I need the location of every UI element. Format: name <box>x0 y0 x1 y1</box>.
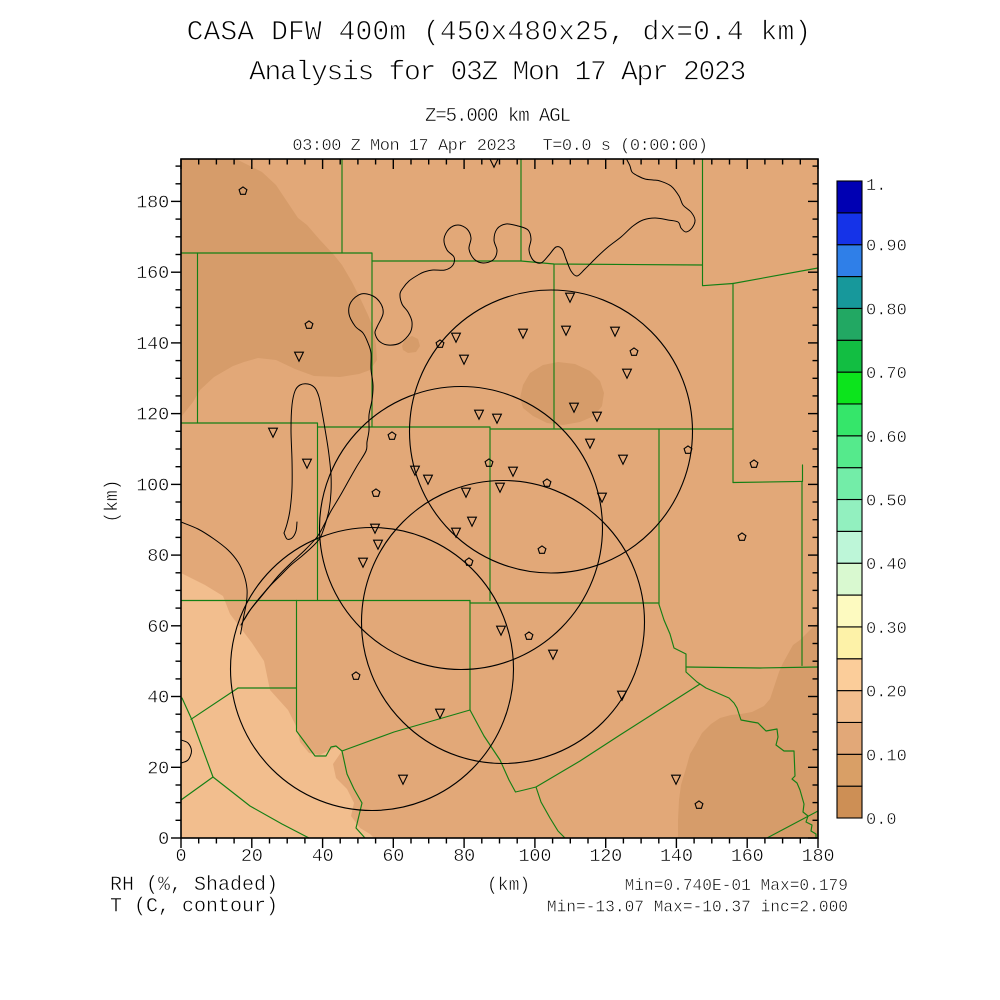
svg-text:1.: 1. <box>866 177 886 196</box>
svg-text:T=0.0 s (0:00:00): T=0.0 s (0:00:00) <box>543 137 708 156</box>
svg-text:180: 180 <box>136 192 169 213</box>
svg-text:0.10: 0.10 <box>866 747 907 766</box>
svg-text:140: 140 <box>136 334 169 355</box>
svg-text:Min=0.740E-01 Max=0.179: Min=0.740E-01 Max=0.179 <box>625 877 848 895</box>
svg-text:40: 40 <box>147 688 169 709</box>
svg-text:Z=5.000 km AGL: Z=5.000 km AGL <box>425 105 571 127</box>
svg-text:Analysis for 03Z Mon 17 Apr 20: Analysis for 03Z Mon 17 Apr 2023 <box>249 58 746 89</box>
svg-text:(km): (km) <box>487 876 530 896</box>
svg-text:120: 120 <box>589 846 622 867</box>
svg-text:60: 60 <box>147 617 169 638</box>
svg-text:03:00 Z Mon 17 Apr 2023: 03:00 Z Mon 17 Apr 2023 <box>292 137 515 156</box>
svg-text:RH (%, Shaded): RH (%, Shaded) <box>110 874 278 897</box>
svg-text:(km): (km) <box>103 479 123 522</box>
svg-text:40: 40 <box>312 846 334 867</box>
svg-text:60: 60 <box>382 846 404 867</box>
svg-text:120: 120 <box>136 405 169 426</box>
svg-text:0.30: 0.30 <box>866 620 907 639</box>
svg-text:0: 0 <box>176 846 187 867</box>
svg-text:80: 80 <box>453 846 475 867</box>
svg-text:140: 140 <box>660 846 693 867</box>
svg-text:20: 20 <box>241 846 263 867</box>
svg-text:CASA DFW 400m (450x480x25, dx=: CASA DFW 400m (450x480x25, dx=0.4 km) <box>187 18 812 49</box>
svg-text:180: 180 <box>802 846 835 867</box>
svg-text:80: 80 <box>147 546 169 567</box>
svg-text:0.20: 0.20 <box>866 684 907 703</box>
svg-text:160: 160 <box>731 846 764 867</box>
svg-text:0.50: 0.50 <box>866 493 907 512</box>
svg-text:160: 160 <box>136 263 169 284</box>
svg-text:100: 100 <box>136 475 169 496</box>
svg-text:0: 0 <box>158 829 169 850</box>
svg-text:0.70: 0.70 <box>866 365 907 384</box>
svg-text:0.60: 0.60 <box>866 429 907 448</box>
svg-text:20: 20 <box>147 758 169 779</box>
svg-text:0.80: 0.80 <box>866 301 907 320</box>
svg-text:0.40: 0.40 <box>866 556 907 575</box>
svg-text:0.0: 0.0 <box>866 811 897 830</box>
svg-text:Min=-13.07 Max=-10.37 inc=2.00: Min=-13.07 Max=-10.37 inc=2.000 <box>547 899 848 917</box>
svg-text:100: 100 <box>519 846 552 867</box>
svg-text:0.90: 0.90 <box>866 238 907 257</box>
svg-text:T (C, contour): T (C, contour) <box>110 896 278 919</box>
